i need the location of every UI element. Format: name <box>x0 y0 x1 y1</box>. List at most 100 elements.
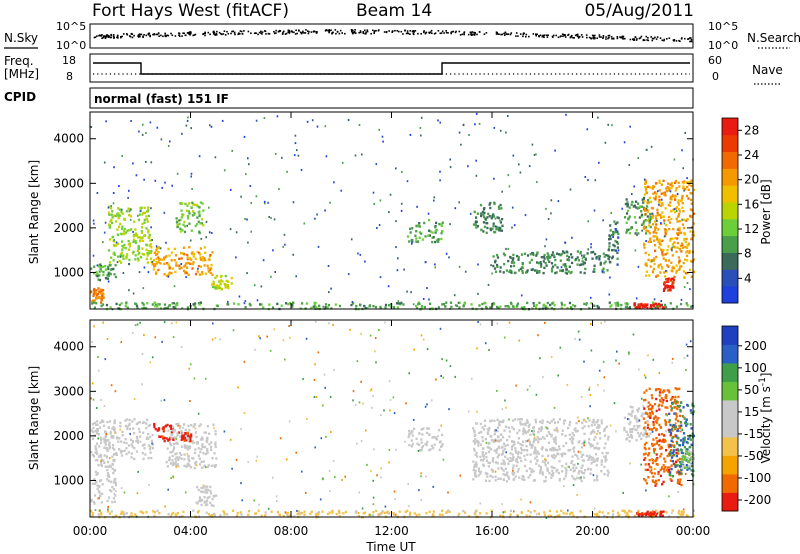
echo-cell <box>640 437 643 441</box>
echo-cell <box>218 286 221 289</box>
echo-cell <box>113 166 115 169</box>
echo-cell <box>109 457 111 460</box>
echo-cell <box>205 220 208 223</box>
echo-cell <box>294 142 297 145</box>
noise-point <box>189 34 191 36</box>
echo-cell <box>303 510 306 513</box>
echo-cell <box>114 431 116 434</box>
echo-cell <box>521 266 524 270</box>
echo-cell <box>380 414 382 417</box>
echo-cell <box>407 435 410 439</box>
echo-cell <box>661 433 664 436</box>
echo-cell <box>292 201 295 204</box>
echo-cell <box>672 285 675 288</box>
noise-point <box>576 33 579 36</box>
noise-point <box>237 33 239 36</box>
echo-cell <box>180 438 183 441</box>
echo-cell <box>664 460 667 463</box>
echo-cell <box>134 258 137 261</box>
echo-cell <box>338 515 341 518</box>
echo-cell <box>508 418 510 421</box>
echo-cell <box>612 233 615 236</box>
echo-cell <box>493 449 496 452</box>
echo-cell <box>107 206 110 209</box>
echo-cell <box>662 464 665 467</box>
echo-cell <box>643 432 646 435</box>
echo-cell <box>411 227 414 230</box>
echo-cell <box>539 468 543 471</box>
echo-cell <box>127 239 130 243</box>
echo-cell <box>104 221 107 224</box>
echo-cell <box>187 116 189 119</box>
echo-cell <box>498 207 501 210</box>
echo-cell <box>685 194 689 198</box>
echo-cell <box>110 218 113 222</box>
echo-cell <box>548 509 551 513</box>
echo-cell <box>685 464 688 467</box>
echo-cell <box>658 394 661 397</box>
echo-cell <box>590 302 593 305</box>
echo-cell <box>393 306 396 309</box>
echo-cell <box>159 247 162 250</box>
echo-cell <box>516 461 519 464</box>
echo-cell <box>575 257 578 261</box>
noise-point <box>450 32 452 35</box>
echo-cell <box>488 446 491 449</box>
noise-point <box>608 34 611 37</box>
echo-cell <box>663 467 666 471</box>
noise-point <box>116 36 118 39</box>
echo-cell <box>93 292 96 296</box>
echo-cell <box>177 457 180 460</box>
echo-cell <box>168 438 171 441</box>
echo-cell <box>497 205 500 208</box>
echo-cell <box>535 153 537 156</box>
echo-cell <box>511 305 515 308</box>
echo-cell <box>536 459 539 462</box>
echo-cell <box>507 475 510 478</box>
echo-cell <box>375 163 378 166</box>
echo-cell <box>571 455 574 458</box>
echo-cell <box>538 271 541 274</box>
echo-cell <box>676 419 680 423</box>
echo-cell <box>316 213 318 216</box>
echo-cell <box>93 421 96 425</box>
echo-cell <box>499 514 502 518</box>
noise-point <box>188 32 191 35</box>
echo-cell <box>188 202 191 205</box>
echo-cell <box>282 514 285 518</box>
echo-cell <box>100 461 103 464</box>
echo-cell <box>492 215 496 218</box>
echo-cell <box>559 254 562 257</box>
echo-cell <box>560 306 563 309</box>
echo-cell <box>111 446 114 450</box>
echo-cell <box>630 510 633 513</box>
echo-cell <box>145 436 149 439</box>
echo-cell <box>95 432 98 435</box>
echo-cell <box>278 513 281 517</box>
echo-cell <box>458 201 460 204</box>
echo-cell <box>190 252 193 255</box>
echo-cell <box>658 302 661 306</box>
echo-cell <box>475 440 478 443</box>
echo-cell <box>628 422 631 426</box>
echo-cell <box>97 265 101 268</box>
echo-cell <box>691 464 694 468</box>
echo-cell <box>163 321 166 324</box>
echo-cell <box>329 490 331 493</box>
echo-cell <box>178 264 181 267</box>
echo-cell <box>625 221 628 224</box>
echo-cell <box>325 435 327 438</box>
echo-cell <box>627 218 630 221</box>
echo-cell <box>143 334 145 337</box>
echo-cell <box>491 475 494 479</box>
echo-cell <box>320 437 323 440</box>
echo-cell <box>121 240 124 243</box>
echo-cell <box>121 430 124 434</box>
echo-cell <box>194 463 197 466</box>
echo-cell <box>543 480 546 483</box>
echo-cell <box>370 470 372 473</box>
echo-cell <box>655 420 658 423</box>
echo-cell <box>488 203 491 206</box>
echo-cell <box>202 209 205 212</box>
